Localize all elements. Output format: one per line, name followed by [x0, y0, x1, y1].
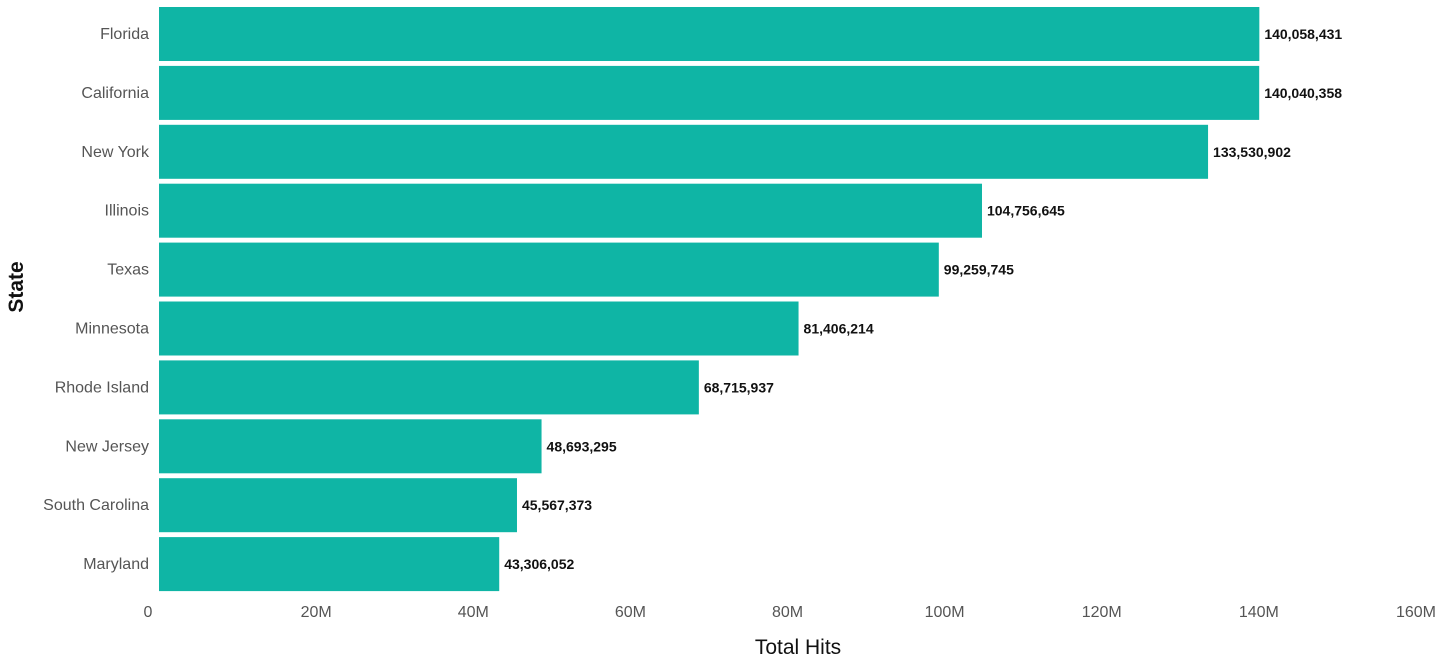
- bar-new-jersey: [159, 419, 542, 474]
- category-label: New Jersey: [65, 438, 149, 455]
- value-label: 104,756,645: [987, 203, 1065, 219]
- value-label: 45,567,373: [522, 497, 592, 513]
- x-tick-labels-layer: 0 20M 40M 60M 80M 100M 120M 140M 160M: [144, 604, 1436, 621]
- value-label: 43,306,052: [504, 556, 574, 572]
- x-tick-label: 120M: [1082, 604, 1122, 621]
- value-labels-layer: 140,058,431 140,040,358 133,530,902 104,756…: [504, 26, 1342, 572]
- category-label: South Carolina: [43, 497, 149, 514]
- x-tick-label: 160M: [1396, 604, 1436, 621]
- x-tick-label: 100M: [925, 604, 965, 621]
- bars-layer: [159, 7, 1260, 592]
- x-tick-label: 40M: [458, 604, 489, 621]
- value-label: 140,040,358: [1264, 85, 1342, 101]
- x-tick-label: 80M: [772, 604, 803, 621]
- category-label: Minnesota: [75, 321, 149, 338]
- x-tick-label: 0: [144, 604, 153, 621]
- bar-illinois: [159, 183, 982, 238]
- bar-california: [159, 65, 1260, 120]
- category-label: California: [81, 85, 149, 102]
- value-label: 48,693,295: [547, 438, 617, 454]
- x-tick-label: 20M: [301, 604, 332, 621]
- bar-south-carolina: [159, 478, 517, 533]
- x-axis-title: Total Hits: [755, 636, 841, 657]
- category-label: Illinois: [105, 203, 149, 220]
- category-label: Rhode Island: [55, 379, 149, 396]
- y-axis-title: State: [5, 261, 28, 312]
- category-labels-layer: Florida California New York Illinois Texas Mi…: [43, 26, 150, 573]
- bar-new-york: [159, 124, 1209, 179]
- value-label: 99,259,745: [944, 262, 1014, 278]
- value-label: 81,406,214: [804, 321, 874, 337]
- bar-maryland: [159, 537, 500, 592]
- category-label: Florida: [100, 26, 149, 43]
- category-label: Maryland: [83, 556, 149, 573]
- x-tick-label: 140M: [1239, 604, 1279, 621]
- category-label: Texas: [107, 262, 149, 279]
- bar-texas: [159, 242, 939, 297]
- value-label: 68,715,937: [704, 379, 774, 395]
- bar-rhode-island: [159, 360, 699, 415]
- value-label: 140,058,431: [1264, 26, 1342, 42]
- bar-minnesota: [159, 301, 799, 356]
- bar-florida: [159, 7, 1260, 61]
- x-tick-label: 60M: [615, 604, 646, 621]
- value-label: 133,530,902: [1213, 144, 1291, 160]
- category-label: New York: [81, 144, 150, 161]
